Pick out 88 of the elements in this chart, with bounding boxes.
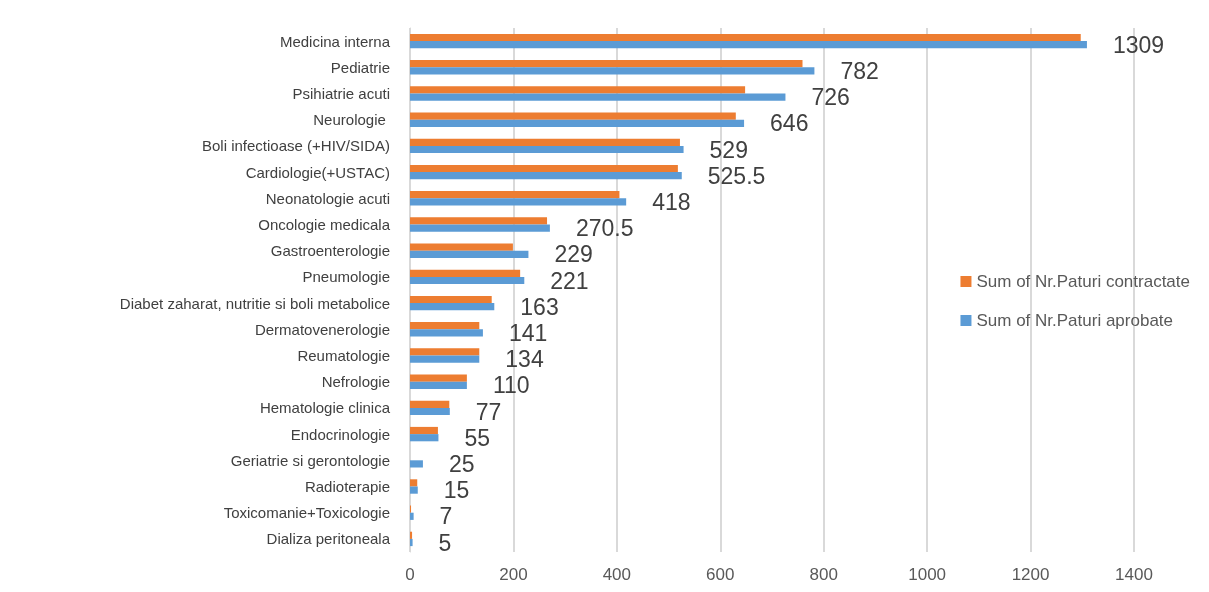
y-tick-label: Endocrinologie xyxy=(290,425,390,443)
y-tick-label: Medicina interna xyxy=(279,32,391,50)
bar xyxy=(410,512,414,520)
bar xyxy=(410,172,682,180)
bar xyxy=(410,112,736,120)
data-label: 55 xyxy=(464,424,491,451)
bar xyxy=(410,41,1087,49)
y-tick-label: Gastroenterologie xyxy=(270,242,390,260)
bar xyxy=(410,381,467,389)
data-label: 5 xyxy=(438,529,452,556)
bar xyxy=(410,198,627,206)
data-label: 7 xyxy=(439,503,453,530)
data-label: 221 xyxy=(550,267,589,294)
bar xyxy=(410,486,418,494)
bar xyxy=(410,355,480,363)
y-tick-label: Boli infectioase (+HIV/SIDA) xyxy=(202,137,390,155)
y-tick-label: Reumatologie xyxy=(297,347,390,364)
data-label: 25 xyxy=(448,450,475,477)
data-label: 270.5 xyxy=(575,215,634,242)
bar xyxy=(410,119,745,127)
x-tick-label: 0 xyxy=(405,565,415,584)
y-tick-label: Neonatologie acuti xyxy=(265,189,390,207)
bar xyxy=(410,276,525,285)
bar xyxy=(410,400,450,408)
x-tick-label: 1000 xyxy=(908,565,947,584)
y-tick-label: Toxicomanie+Toxicologie xyxy=(223,504,390,522)
data-label: 529 xyxy=(709,136,748,163)
bar xyxy=(410,374,467,382)
data-label: 163 xyxy=(520,293,559,320)
data-label: 134 xyxy=(505,346,544,373)
y-tick-label: Neurologie xyxy=(313,111,390,129)
y-tick-label: Pneumologie xyxy=(302,268,390,286)
bar xyxy=(410,145,684,154)
bar xyxy=(410,531,413,539)
data-label: 525.5 xyxy=(707,162,766,189)
bar xyxy=(410,67,815,75)
legend-label: Sum of Nr.Paturi contractate xyxy=(976,272,1191,291)
bar xyxy=(410,60,803,68)
data-label: 229 xyxy=(554,241,593,268)
bar xyxy=(410,407,450,416)
data-label: 726 xyxy=(811,84,850,111)
data-label: 77 xyxy=(475,398,502,425)
bar xyxy=(410,33,1081,42)
bar xyxy=(410,303,495,311)
data-label: 418 xyxy=(652,188,691,215)
bar xyxy=(410,295,492,304)
data-label: 141 xyxy=(508,319,548,346)
legend-label: Sum of Nr.Paturi aprobate xyxy=(976,311,1174,330)
bar xyxy=(410,460,423,468)
x-tick-label: 1400 xyxy=(1115,565,1153,584)
bar xyxy=(410,329,483,337)
bar xyxy=(410,93,786,101)
bar xyxy=(410,243,513,251)
bar xyxy=(410,479,418,487)
y-tick-label: Oncologie medicala xyxy=(258,216,391,233)
bar xyxy=(410,348,480,356)
bar xyxy=(410,250,529,258)
y-tick-label: Dermatovenerologie xyxy=(254,320,390,338)
y-tick-label: Geriatrie si gerontologie xyxy=(230,451,390,469)
x-tick-label: 1200 xyxy=(1011,565,1050,584)
x-tick-label: 200 xyxy=(499,565,528,584)
x-tick-label: 600 xyxy=(706,565,735,584)
data-label: 1309 xyxy=(1112,31,1165,58)
y-tick-label: Hematologie clinica xyxy=(259,399,391,417)
data-label: 646 xyxy=(770,110,809,137)
data-label: 15 xyxy=(443,477,470,504)
data-label: 782 xyxy=(840,57,879,84)
bar xyxy=(410,217,548,225)
bar xyxy=(410,434,439,442)
y-tick-label: Radioterapie xyxy=(304,478,390,495)
y-tick-label: Nefrologie xyxy=(321,373,390,391)
bar xyxy=(410,322,480,330)
bar xyxy=(410,269,521,277)
bar xyxy=(410,224,550,232)
x-tick-label: 800 xyxy=(809,565,838,584)
y-tick-label: Cardiologie(+USTAC) xyxy=(245,163,390,181)
bar xyxy=(410,164,678,173)
bar xyxy=(410,138,680,146)
x-tick-label: 400 xyxy=(602,565,632,584)
y-tick-label: Dializa peritoneala xyxy=(266,530,391,548)
y-tick-label: Diabet zaharat, nutritie si boli metabolice xyxy=(119,294,390,312)
data-label: 110 xyxy=(492,372,530,399)
bar xyxy=(410,538,413,547)
bar xyxy=(410,86,746,94)
y-tick-label: Psihiatrie acuti xyxy=(292,85,390,102)
bar xyxy=(410,191,620,199)
bar xyxy=(410,426,438,435)
y-tick-label: Pediatrie xyxy=(330,58,390,76)
